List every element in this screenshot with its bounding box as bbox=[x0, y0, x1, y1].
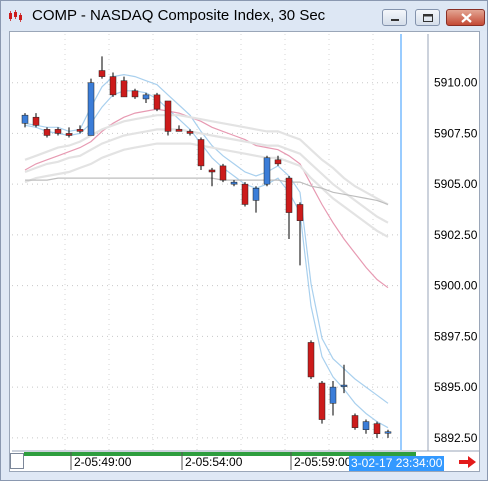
price-tick-label: 5895.00 bbox=[434, 380, 478, 394]
candle-down[interactable] bbox=[76, 129, 84, 132]
candle-down[interactable] bbox=[208, 169, 216, 173]
chart-app-icon bbox=[9, 10, 22, 22]
maximize-icon bbox=[423, 14, 433, 22]
moving-average-line-ma_long bbox=[25, 177, 389, 206]
candle-up[interactable] bbox=[329, 386, 337, 404]
candle-down[interactable] bbox=[131, 90, 139, 98]
candle-down[interactable] bbox=[109, 76, 117, 96]
candle-down[interactable] bbox=[241, 183, 249, 205]
moving-average-line-ma_medium bbox=[24, 108, 389, 289]
moving-average-line-ma_fast_lower bbox=[24, 90, 389, 429]
candle-up[interactable] bbox=[87, 82, 95, 136]
moving-average-line-ma_fast_upper bbox=[24, 73, 389, 404]
candle-up[interactable] bbox=[21, 114, 29, 124]
candle-down[interactable] bbox=[373, 423, 381, 435]
candle-up[interactable] bbox=[362, 421, 370, 430]
moving-average-line-ma_slow_band_top bbox=[24, 114, 389, 206]
candle-down[interactable] bbox=[175, 129, 183, 132]
moving-average-line-ma_slow_band_bottom bbox=[24, 142, 389, 238]
minimize-button[interactable] bbox=[382, 9, 407, 26]
candle-down[interactable] bbox=[285, 177, 293, 213]
candle-up[interactable] bbox=[142, 94, 150, 100]
candle-down[interactable] bbox=[164, 100, 172, 132]
candle-down[interactable] bbox=[274, 159, 282, 165]
close-button[interactable] bbox=[446, 9, 485, 26]
price-tick-label: 5900.00 bbox=[434, 279, 478, 293]
candle-down[interactable] bbox=[197, 139, 205, 167]
candle-down[interactable] bbox=[65, 133, 73, 136]
candle-up[interactable] bbox=[340, 384, 348, 387]
candle-up[interactable] bbox=[384, 431, 392, 434]
chart-area[interactable]: 5910.00 5907.50 5905.00 5902.50 5900.00 5897.… bbox=[9, 31, 480, 472]
candle-down[interactable] bbox=[318, 382, 326, 420]
moving-average-line-ma_slow_band_mid bbox=[24, 128, 389, 224]
price-tick-label: 5910.00 bbox=[434, 76, 478, 90]
candle-down[interactable] bbox=[32, 116, 40, 126]
candle-down[interactable] bbox=[153, 94, 161, 110]
close-icon bbox=[461, 13, 472, 23]
volume-strip bbox=[24, 452, 416, 456]
time-tick-label: 2-05:54:00 bbox=[185, 455, 243, 469]
price-tick-label: 5897.50 bbox=[434, 329, 478, 343]
plot-background bbox=[11, 33, 428, 450]
candle-down[interactable] bbox=[307, 342, 315, 378]
title-bar[interactable]: COMP - NASDAQ Composite Index, 30 Sec bbox=[1, 1, 487, 31]
candle-down[interactable] bbox=[186, 131, 194, 134]
time-tick-label: 2-05:59:00 bbox=[294, 455, 352, 469]
price-tick-label: 5892.50 bbox=[434, 431, 478, 445]
chart-navigator-box[interactable] bbox=[10, 453, 24, 469]
candlestick-chart[interactable]: 5910.00 5907.50 5905.00 5902.50 5900.00 5897.… bbox=[10, 32, 481, 473]
price-tick-label: 5905.00 bbox=[434, 177, 478, 191]
candle-up[interactable] bbox=[263, 157, 271, 185]
current-time-label: 3-02-17 23:34:00 bbox=[349, 456, 445, 471]
candle-down[interactable] bbox=[351, 415, 359, 428]
candle-down[interactable] bbox=[219, 165, 227, 181]
time-tick-label: 2-05:49:00 bbox=[74, 455, 132, 469]
candle-down[interactable] bbox=[98, 70, 106, 77]
candle-up[interactable] bbox=[230, 181, 238, 185]
price-tick-label: 5902.50 bbox=[434, 228, 478, 242]
candle-down[interactable] bbox=[296, 204, 304, 221]
candle-down[interactable] bbox=[43, 129, 51, 136]
candle-up[interactable] bbox=[252, 187, 260, 201]
candle-down[interactable] bbox=[54, 129, 62, 134]
minimize-icon bbox=[391, 19, 399, 21]
window-title: COMP - NASDAQ Composite Index, 30 Sec bbox=[32, 7, 326, 24]
maximize-button[interactable] bbox=[415, 9, 440, 26]
scroll-right-arrow-icon[interactable] bbox=[457, 455, 479, 469]
candle-down[interactable] bbox=[120, 80, 128, 98]
price-tick-label: 5907.50 bbox=[434, 126, 478, 140]
